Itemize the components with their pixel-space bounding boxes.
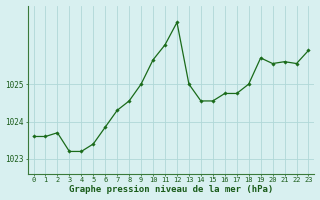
X-axis label: Graphe pression niveau de la mer (hPa): Graphe pression niveau de la mer (hPa) [69,185,273,194]
